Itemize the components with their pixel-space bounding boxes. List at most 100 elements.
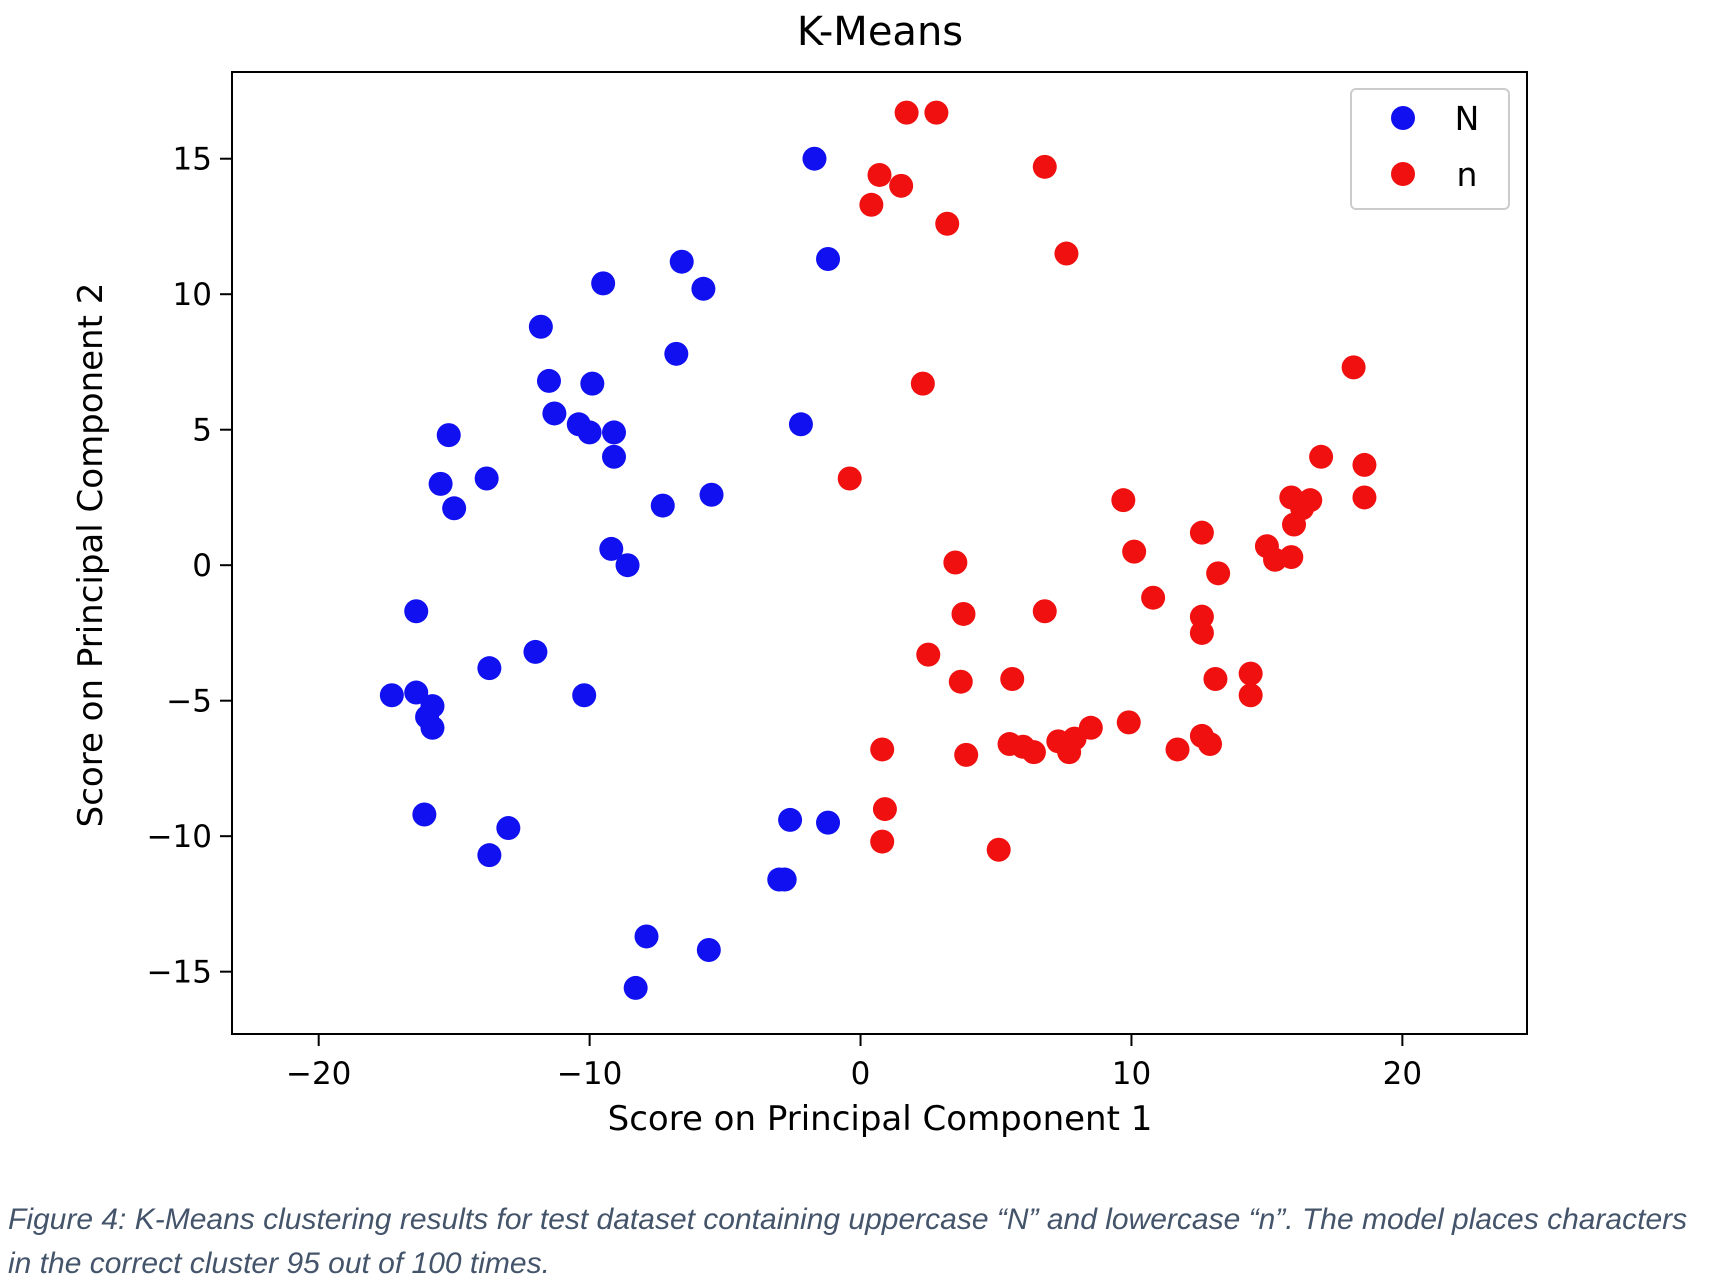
data-point (1032, 599, 1057, 624)
y-axis: −15 −10 −5 0 5 10 15 (147, 142, 232, 991)
data-point (580, 371, 605, 396)
legend-marker (1391, 162, 1415, 186)
data-point (1189, 520, 1214, 545)
data-point (1238, 683, 1263, 708)
data-point (650, 493, 675, 518)
data-point (1021, 740, 1046, 765)
data-point (1198, 732, 1223, 757)
legend-box (1350, 88, 1510, 210)
y-tick-label: −10 (147, 819, 212, 855)
data-point (986, 837, 1011, 862)
series-uppercase-N (379, 146, 841, 1000)
data-point (867, 162, 892, 187)
data-point (943, 550, 968, 575)
data-point (404, 680, 429, 705)
data-point (916, 642, 941, 667)
data-point (1054, 241, 1079, 266)
data-point (924, 100, 949, 125)
data-point (664, 341, 689, 366)
data-point (1189, 620, 1214, 645)
plot-frame (231, 71, 1528, 1035)
data-point (1122, 539, 1147, 564)
data-point (634, 924, 659, 949)
y-tick-label: −15 (147, 955, 212, 991)
data-point (1165, 737, 1190, 762)
data-point (778, 807, 803, 832)
data-point (837, 466, 862, 491)
data-point (536, 368, 561, 393)
data-point (623, 975, 648, 1000)
legend-label: n (1457, 155, 1478, 194)
chart-title: K-Means (797, 9, 963, 55)
data-point (1238, 661, 1263, 686)
data-point (1309, 444, 1334, 469)
data-point (816, 810, 841, 835)
y-axis-label: Score on Principal Component 2 (71, 283, 111, 828)
data-point (1032, 154, 1057, 179)
data-point (910, 371, 935, 396)
data-point (420, 715, 445, 740)
y-tick-label: 15 (173, 142, 212, 178)
data-point (699, 482, 724, 507)
legend-marker (1391, 106, 1415, 130)
x-axis-label: Score on Principal Component 1 (608, 1099, 1153, 1139)
data-point (528, 314, 553, 339)
data-point (872, 797, 897, 822)
data-point (601, 420, 626, 445)
data-point (1057, 740, 1082, 765)
data-point (1116, 710, 1141, 735)
data-point (948, 669, 973, 694)
figure-caption: Figure 4: K-Means clustering results for… (8, 1203, 1688, 1280)
data-point (1206, 561, 1231, 586)
data-point (772, 867, 797, 892)
y-tick-label: 0 (192, 548, 212, 584)
data-point (1282, 512, 1307, 537)
data-point (615, 553, 640, 578)
data-point (669, 249, 694, 274)
data-point (870, 737, 895, 762)
x-tick-label: −10 (557, 1056, 622, 1092)
x-tick-label: 10 (1112, 1056, 1151, 1092)
data-point (436, 423, 461, 448)
data-point (523, 639, 548, 664)
data-point (696, 937, 721, 962)
data-point (379, 683, 404, 708)
y-tick-label: −5 (166, 684, 212, 720)
data-point (577, 420, 602, 445)
data-point (859, 192, 884, 217)
data-point (428, 471, 453, 496)
x-tick-label: 0 (851, 1056, 871, 1092)
data-point (935, 211, 960, 236)
data-point (1341, 355, 1366, 380)
data-point (894, 100, 919, 125)
data-point (1111, 488, 1136, 513)
data-point (1141, 585, 1166, 610)
data-point (591, 271, 616, 296)
data-point (802, 146, 827, 171)
data-point (599, 536, 624, 561)
x-tick-label: 20 (1383, 1056, 1422, 1092)
data-point (474, 466, 499, 491)
legend-label: N (1455, 99, 1480, 138)
data-point (889, 173, 914, 198)
data-point (954, 742, 979, 767)
x-tick-label: −20 (286, 1056, 351, 1092)
y-tick-label: 10 (173, 277, 212, 313)
series-lowercase-n (837, 100, 1377, 862)
data-point (442, 496, 467, 521)
legend: Nn (1350, 88, 1510, 210)
data-point (477, 843, 502, 868)
data-point (1352, 452, 1377, 477)
y-tick-label: 5 (192, 413, 212, 449)
data-point (1279, 545, 1304, 570)
data-point (542, 401, 567, 426)
data-point (691, 276, 716, 301)
data-point (496, 816, 521, 841)
scatter-chart: K-Means −20 −10 0 10 20 −15 −10 −5 0 5 10 15 Score… (71, 9, 1528, 1139)
plot-area (231, 71, 1528, 1035)
data-point (788, 412, 813, 437)
data-point (816, 246, 841, 271)
data-point (1000, 667, 1025, 692)
data-point (477, 656, 502, 681)
data-point (572, 683, 597, 708)
